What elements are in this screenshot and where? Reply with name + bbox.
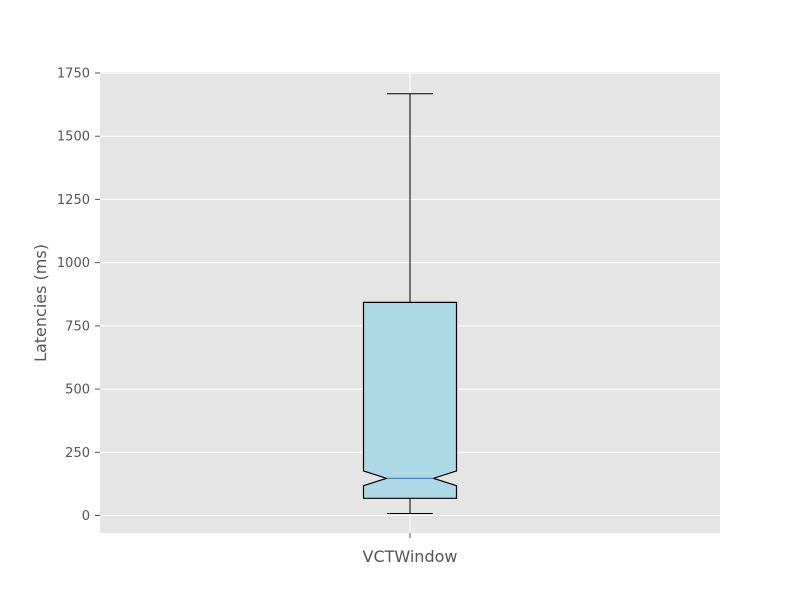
y-tick-label-1750: 1750 xyxy=(57,67,90,82)
box-VCTWindow xyxy=(362,301,458,499)
y-tick-label-500: 500 xyxy=(65,383,90,398)
y-axis-ticks: 0 250 500 750 1000 1250 1500 1750 xyxy=(57,67,100,524)
y-tick-label-1500: 1500 xyxy=(57,130,90,145)
x-axis-ticks: VCTWindow xyxy=(363,533,458,566)
y-axis-label: Latencies (ms) xyxy=(31,244,50,362)
x-tick-label-0: VCTWindow xyxy=(363,547,458,566)
boxes xyxy=(362,93,458,514)
y-tick-label-250: 250 xyxy=(65,446,90,461)
y-tick-label-1250: 1250 xyxy=(57,193,90,208)
y-tick-label-0: 0 xyxy=(82,509,90,524)
y-tick-label-1000: 1000 xyxy=(57,256,90,271)
y-tick-label-750: 750 xyxy=(65,319,90,334)
